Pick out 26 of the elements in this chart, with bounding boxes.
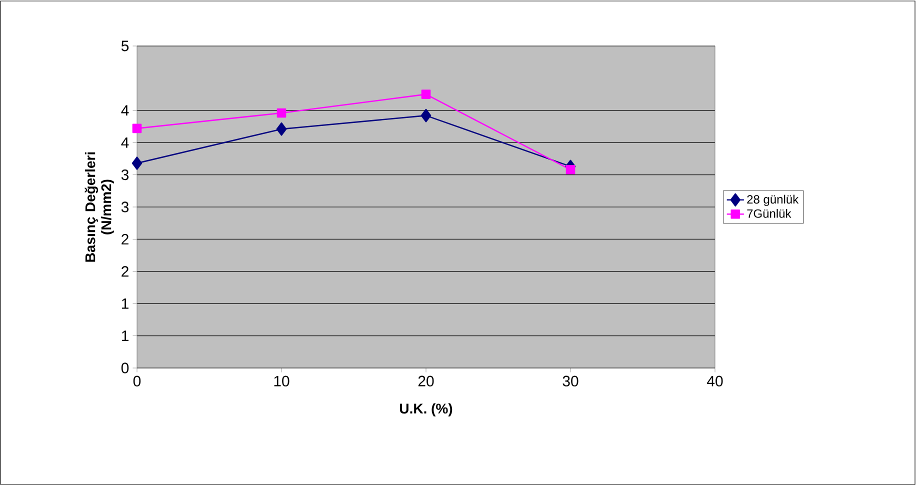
x-tick-label: 30 xyxy=(562,376,578,386)
point xyxy=(132,124,142,134)
point xyxy=(420,108,432,122)
y-tick-label: 2 xyxy=(122,234,128,244)
y-tick-label: 0 xyxy=(121,362,129,374)
x-tick-label: 20 xyxy=(418,376,434,386)
point xyxy=(132,156,142,170)
y-tick-label: 4 xyxy=(121,137,129,148)
y-tick-label: 4 xyxy=(121,105,129,116)
legend-label: 7Günlük xyxy=(747,209,792,218)
x-tick-label: 40 xyxy=(707,376,723,386)
x-tick-label: 0 xyxy=(133,376,141,386)
legend-label: 28 günlük xyxy=(747,194,799,206)
y-tick-label: 5 xyxy=(121,40,129,52)
x-axis-title: U.K. (%) xyxy=(400,403,452,416)
point xyxy=(276,122,287,136)
y-tick-label: 1 xyxy=(122,330,128,341)
point xyxy=(276,108,286,118)
y-tick-label: 1 xyxy=(122,298,128,309)
y-tick-label: 2 xyxy=(122,266,128,277)
y-tick-label: 3 xyxy=(121,202,129,212)
y-tick-label: 3 xyxy=(121,169,129,180)
x-tick-label: 10 xyxy=(274,376,290,386)
y-axis-title: Basınç Değerleri (N/mm2) xyxy=(84,152,114,262)
point xyxy=(566,164,576,174)
point xyxy=(421,90,431,99)
